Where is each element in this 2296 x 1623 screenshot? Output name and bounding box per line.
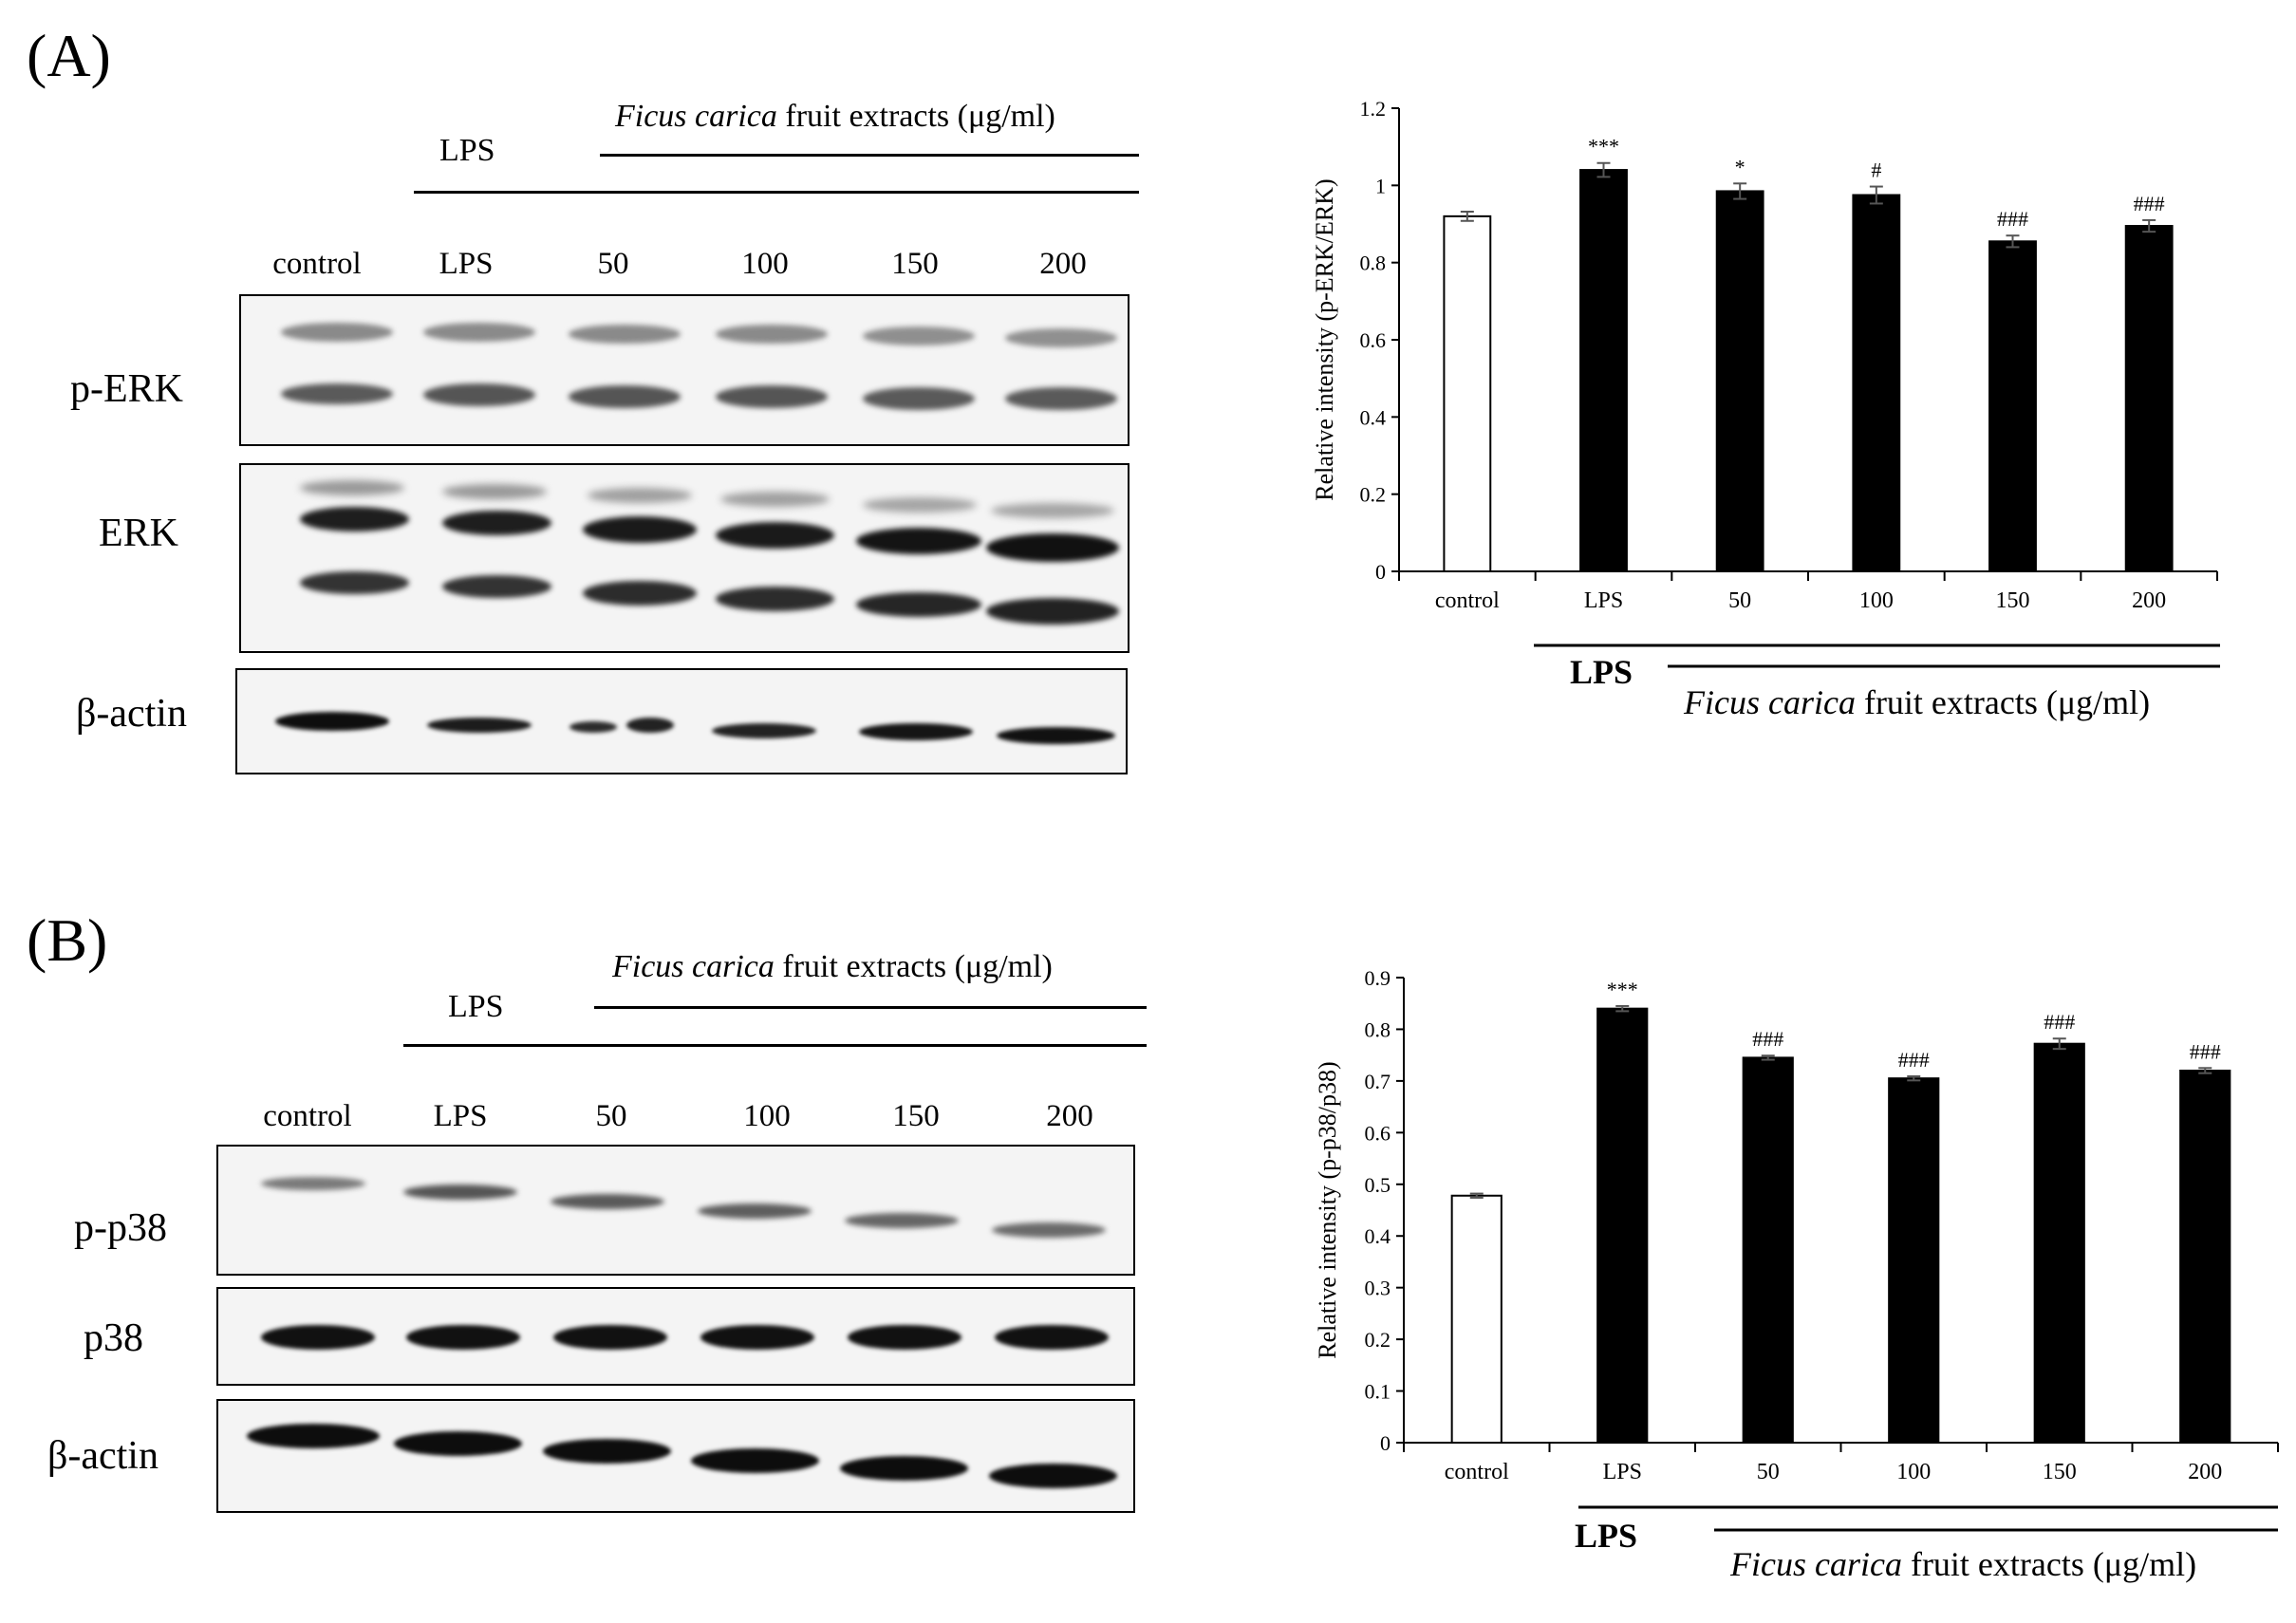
x-tick-label: 200 — [2132, 588, 2166, 613]
panel-a-letter: (A) — [27, 22, 111, 89]
blot-beta-actin-b — [216, 1399, 1135, 1513]
blot-p-erk — [239, 294, 1129, 446]
bar-control — [1450, 1194, 1503, 1444]
blot-beta-actin-a — [235, 668, 1128, 774]
lane-label-100: 100 — [741, 247, 789, 281]
blot-label-erk: ERK — [99, 512, 178, 555]
x-tick-label: 50 — [1757, 1460, 1780, 1484]
x-tick-label: control — [1445, 1460, 1509, 1484]
panel-a-lps-rule — [414, 191, 1139, 194]
blot-label-p38: p38 — [84, 1316, 143, 1360]
x-tick-label: control — [1435, 588, 1500, 613]
y-tick-label: 1 — [1375, 174, 1386, 197]
x-tick-label: 150 — [1996, 588, 2030, 613]
blot-label-p-p38: p-p38 — [74, 1206, 167, 1250]
blot-label-beta-actin: β-actin — [47, 1434, 159, 1478]
significance-label: # — [1871, 159, 1881, 182]
lane-label-150: 150 — [891, 247, 939, 281]
significance-label: * — [1735, 155, 1745, 178]
lane-label-50: 50 — [595, 1099, 627, 1133]
x-tick-label: 150 — [2043, 1460, 2077, 1484]
panel-b-extract-rule — [594, 1006, 1147, 1009]
significance-label: ### — [2044, 1010, 2075, 1034]
y-tick-label: 0.3 — [1365, 1277, 1391, 1300]
bar-150 — [1988, 240, 2037, 573]
lane-label-100: 100 — [743, 1099, 791, 1133]
chart-a: 0 0.2 0.4 0.6 0.8 1 1.2 control *** LPS * 50 #100 ###… — [1311, 97, 2220, 721]
panel-b-lps-header: LPS — [448, 989, 504, 1024]
y-tick-label: 0 — [1380, 1431, 1391, 1455]
bar-LPS — [1579, 169, 1628, 572]
significance-label: ### — [1752, 1027, 1783, 1051]
y-axis-label: Relative intensity (p-ERK/ERK) — [1311, 178, 1338, 500]
significance-label: *** — [1607, 978, 1638, 1001]
significance-label: ### — [2190, 1039, 2221, 1063]
blot-p38 — [216, 1287, 1135, 1386]
significance-label: ### — [1997, 207, 2028, 231]
lane-label-200: 200 — [1046, 1099, 1093, 1133]
blot-label-beta-actin: β-actin — [76, 692, 187, 736]
bar-200 — [2179, 1070, 2231, 1444]
y-tick-label: 0.2 — [1360, 483, 1387, 507]
significance-label: ### — [1898, 1048, 1930, 1072]
lane-label-150: 150 — [892, 1099, 940, 1133]
y-tick-label: 0.4 — [1360, 405, 1387, 429]
lps-group-label: LPS — [1570, 653, 1633, 691]
x-tick-label: 100 — [1859, 588, 1894, 613]
panel-a-extract-header: Ficus carica fruit extracts (μg/ml) — [615, 99, 1055, 135]
panel-b-letter: (B) — [27, 906, 108, 974]
y-tick-label: 1.2 — [1360, 97, 1387, 121]
y-tick-label: 0.8 — [1360, 252, 1387, 275]
significance-label: *** — [1588, 135, 1619, 159]
lane-label-control: control — [272, 247, 362, 281]
bar-50 — [1715, 190, 1764, 573]
y-tick-label: 0.6 — [1360, 328, 1387, 352]
y-tick-label: 0.2 — [1365, 1328, 1391, 1352]
y-tick-label: 0.7 — [1365, 1070, 1391, 1093]
lane-label-lps: LPS — [433, 1099, 488, 1133]
lane-label-lps: LPS — [439, 247, 494, 281]
bar-control — [1443, 215, 1492, 572]
extract-group-label: Ficus carica fruit extracts (μg/ml) — [1683, 683, 2150, 721]
y-tick-label: 0.5 — [1365, 1173, 1391, 1197]
panel-b-extract-header: Ficus carica fruit extracts (μg/ml) — [612, 949, 1053, 985]
bar-50 — [1742, 1056, 1794, 1444]
lane-label-200: 200 — [1039, 247, 1087, 281]
species-name: Ficus carica — [615, 99, 777, 134]
y-axis-label: Relative intensity (p-p38/p38) — [1314, 1061, 1341, 1358]
panel-a-lps-header: LPS — [439, 133, 495, 168]
extract-group-label: Ficus carica fruit extracts (μg/ml) — [1729, 1545, 2196, 1583]
x-tick-label: LPS — [1603, 1460, 1642, 1484]
y-tick-label: 0.6 — [1365, 1121, 1391, 1145]
bar-100 — [1852, 194, 1901, 572]
bar-100 — [1888, 1077, 1940, 1445]
panel-b-lps-rule — [403, 1044, 1147, 1047]
lane-label-50: 50 — [597, 247, 629, 281]
chart-b: 0 0.1 0.2 0.3 0.4 0.5 0.6 0.7 0.8 0.9 control *** LP… — [1314, 966, 2279, 1583]
x-tick-label: 100 — [1896, 1460, 1931, 1484]
y-tick-label: 0.9 — [1365, 966, 1391, 990]
x-tick-label: 50 — [1728, 588, 1751, 613]
extract-label: fruit extracts (μg/ml) — [776, 99, 1055, 134]
panel-a-extract-rule — [600, 154, 1139, 157]
lps-group-label: LPS — [1575, 1517, 1637, 1555]
species-name: Ficus carica — [612, 949, 775, 984]
y-tick-label: 0 — [1375, 560, 1386, 584]
y-tick-label: 0.8 — [1365, 1017, 1391, 1041]
y-tick-label: 0.1 — [1365, 1380, 1391, 1404]
lane-label-control: control — [263, 1099, 352, 1133]
blot-label-p-erk: p-ERK — [70, 367, 183, 411]
x-tick-label: 200 — [2188, 1460, 2222, 1484]
blot-erk — [239, 463, 1129, 653]
significance-label: ### — [2134, 192, 2165, 215]
blot-p-p38 — [216, 1145, 1135, 1276]
y-tick-label: 0.4 — [1365, 1224, 1391, 1248]
bar-200 — [2124, 225, 2174, 573]
bar-150 — [2033, 1042, 2085, 1444]
extract-label: fruit extracts (μg/ml) — [774, 949, 1053, 984]
x-tick-label: LPS — [1584, 588, 1623, 613]
bar-LPS — [1596, 1007, 1649, 1445]
